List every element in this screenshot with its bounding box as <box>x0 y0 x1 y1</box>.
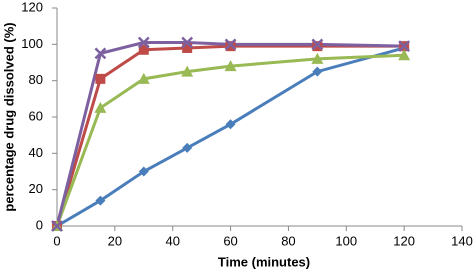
marker <box>311 38 324 51</box>
marker <box>312 66 323 77</box>
marker <box>137 72 150 84</box>
marker <box>94 101 107 113</box>
marker <box>51 220 63 232</box>
marker <box>94 47 107 60</box>
marker <box>398 40 411 53</box>
marker <box>182 142 193 153</box>
marker <box>224 38 237 51</box>
marker <box>312 41 323 52</box>
marker <box>224 60 237 72</box>
marker <box>138 166 149 177</box>
y-tick-label: 20 <box>29 181 43 196</box>
marker <box>95 195 106 206</box>
y-tick-label: 80 <box>29 72 43 87</box>
y-tick-label: 60 <box>29 108 43 123</box>
marker <box>138 44 149 55</box>
x-axis-title: Time (minutes) <box>218 254 310 269</box>
marker <box>311 52 324 64</box>
x-tick-label: 0 <box>53 233 60 248</box>
series-line <box>55 44 405 227</box>
series-line <box>55 53 405 227</box>
marker <box>95 73 106 84</box>
x-tick-label: 20 <box>108 233 122 248</box>
marker <box>182 42 193 53</box>
marker <box>181 36 194 49</box>
marker <box>225 119 236 130</box>
marker <box>225 41 236 52</box>
y-tick-label: 40 <box>29 145 43 160</box>
y-tick-label: 120 <box>21 0 43 14</box>
y-tick-label: 100 <box>21 36 43 51</box>
x-tick-label: 80 <box>281 233 295 248</box>
x-tick-label: 120 <box>393 233 415 248</box>
marker <box>398 49 411 61</box>
y-tick-label: 0 <box>36 217 43 232</box>
y-axis-title: percentage drug dissolved (%) <box>1 22 16 211</box>
marker <box>181 65 194 77</box>
marker <box>137 36 150 49</box>
x-tick-label: 60 <box>223 233 237 248</box>
x-tick-label: 40 <box>165 233 179 248</box>
x-tick-label: 140 <box>451 233 473 248</box>
x-tick-label: 100 <box>335 233 357 248</box>
